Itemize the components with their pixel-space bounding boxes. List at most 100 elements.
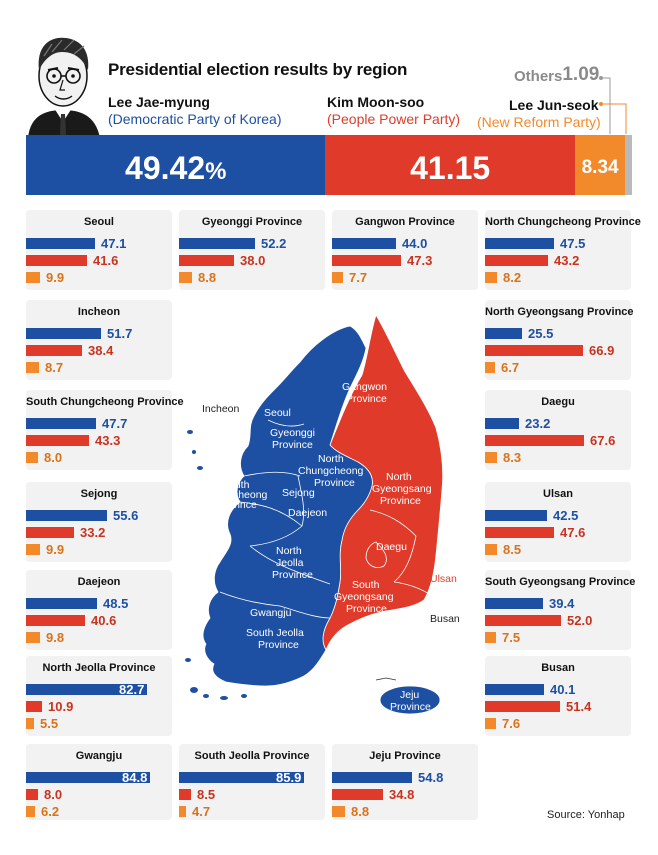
region-name: Gyeonggi Province — [201, 216, 303, 228]
bar-lee — [485, 328, 522, 339]
bar-lee-jun — [26, 452, 38, 463]
region-card-daegu: Daegu 23.2 67.6 8.3 — [485, 390, 631, 470]
national-value-lee: 49.42 — [125, 150, 206, 186]
value-lee: 23.2 — [525, 416, 551, 431]
region-name: Gwangju — [75, 750, 123, 762]
source-note: Source: Yonhap — [547, 809, 625, 821]
leejun-leader-line — [601, 103, 627, 134]
bar-lee — [485, 510, 547, 521]
region-name: South Chungcheong Province — [26, 396, 184, 408]
bar-kim — [485, 255, 548, 266]
bar-lee — [179, 772, 304, 783]
value-lee-jun: 9.8 — [46, 630, 65, 645]
legend-leader-lines — [599, 76, 627, 134]
region-name: Incheon — [77, 306, 121, 318]
region-card-jeju-province: Jeju Province 54.8 34.8 8.8 — [332, 744, 478, 820]
map-label-jeju-1: Jeju — [400, 689, 419, 701]
bar-lee-jun — [332, 806, 345, 817]
national-bar-others — [625, 135, 632, 195]
region-card-gwangju: Gwangju 84.8 8.0 6.2 — [26, 744, 172, 820]
map-region-jeju — [379, 685, 441, 715]
region-name: Busan — [541, 662, 575, 674]
map-label-nchung-1: North — [318, 453, 344, 465]
value-lee-jun: 9.9 — [46, 542, 65, 557]
others-legend: Others 1.09 — [514, 65, 599, 86]
bar-kim — [485, 615, 561, 626]
bar-kim — [26, 527, 74, 538]
map-label-ngyeong-2: Gyeongsang — [372, 483, 432, 495]
region-card-south-jeolla-province: South Jeolla Province 85.9 8.5 4.7 — [179, 744, 325, 820]
map-label-ulsan: Ulsan — [430, 573, 457, 585]
bar-lee-jun — [485, 544, 497, 555]
value-lee: 39.4 — [549, 596, 575, 611]
bar-lee — [26, 772, 150, 783]
region-card-incheon: Incheon 51.7 38.4 8.7 — [26, 300, 172, 380]
candidate-lee-party: (Democratic Party of Korea) — [108, 111, 282, 127]
bar-kim — [485, 527, 554, 538]
bar-lee — [26, 684, 147, 695]
bar-kim — [485, 435, 584, 446]
value-lee-jun: 8.0 — [44, 450, 63, 465]
map-label-gyeonggi-2: Province — [272, 439, 313, 451]
region-name: North Chungcheong Province — [485, 216, 641, 228]
value-kim: 41.6 — [93, 253, 119, 268]
bar-lee-jun — [179, 272, 192, 283]
region-name: Ulsan — [543, 488, 573, 500]
map-label-nchung-3: Province — [314, 477, 355, 489]
value-kim: 8.0 — [44, 787, 63, 802]
value-lee-jun: 6.2 — [41, 804, 60, 819]
bar-kim — [485, 345, 583, 356]
leejun-leader-dot — [599, 102, 603, 106]
map-label-ngyeong-1: North — [386, 471, 412, 483]
value-kim: 51.4 — [566, 699, 592, 714]
others-value: 1.09 — [562, 64, 600, 85]
region-card-sejong: Sejong 55.6 33.2 9.9 — [26, 482, 172, 562]
value-lee-jun: 8.3 — [503, 450, 522, 465]
value-kim: 66.9 — [589, 343, 615, 358]
region-card-gyeonggi-province: Gyeonggi Province 52.2 38.0 8.8 — [179, 210, 325, 290]
bar-lee-jun — [485, 718, 496, 729]
bar-lee — [332, 238, 396, 249]
map-jeju-leader — [375, 677, 397, 681]
region-card-north-chungcheong-province: North Chungcheong Province 47.5 43.2 8.2 — [485, 210, 641, 290]
bar-lee-jun — [485, 632, 496, 643]
others-leader-dot — [599, 76, 603, 80]
bar-kim — [179, 789, 191, 800]
map-label-sjeolla-1: South Jeolla — [246, 627, 304, 639]
bar-lee — [332, 772, 412, 783]
value-kim: 10.9 — [48, 699, 74, 714]
candidate-leejun-name: Lee Jun-seok — [509, 97, 599, 113]
others-leader-line — [601, 77, 611, 134]
bar-lee — [26, 328, 101, 339]
value-lee: 84.8 — [122, 770, 148, 785]
value-lee-jun: 8.7 — [45, 360, 64, 375]
region-card-ulsan: Ulsan 42.5 47.6 8.5 — [485, 482, 631, 562]
map-label-sjeolla-2: Province — [258, 639, 299, 651]
region-name: Seoul — [84, 216, 114, 228]
value-lee-jun: 8.2 — [503, 270, 522, 285]
map-label-jeju-2: Province — [390, 701, 431, 713]
bar-kim — [332, 255, 401, 266]
map-label-sgyeong-3: Province — [346, 603, 387, 615]
value-lee: 85.9 — [276, 770, 302, 785]
region-card-south-chungcheong-province: South Chungcheong Province 47.7 43.3 8.0 — [26, 390, 184, 470]
bar-kim — [26, 255, 87, 266]
map-label-schung-2: Chungcheong — [202, 489, 268, 501]
bar-lee-jun — [26, 544, 40, 555]
national-label-leejun: 8.34 — [581, 157, 619, 178]
map-label-seoul: Seoul — [264, 407, 291, 419]
national-bar-lee — [26, 135, 326, 195]
value-lee: 47.1 — [101, 236, 127, 251]
bar-kim — [26, 789, 38, 800]
map-region-west-blue — [202, 325, 373, 687]
bar-lee — [26, 418, 96, 429]
map-label-sejong: Sejong — [282, 487, 315, 499]
value-kim: 38.0 — [240, 253, 266, 268]
value-kim: 52.0 — [567, 613, 593, 628]
bar-lee — [485, 418, 519, 429]
map-label-njeolla-3: Province — [272, 569, 313, 581]
bar-lee — [485, 598, 543, 609]
map-label-gwangju: Gwangju — [250, 607, 292, 619]
value-kim: 40.6 — [91, 613, 117, 628]
candidate-lee-name: Lee Jae-myung — [108, 94, 210, 110]
